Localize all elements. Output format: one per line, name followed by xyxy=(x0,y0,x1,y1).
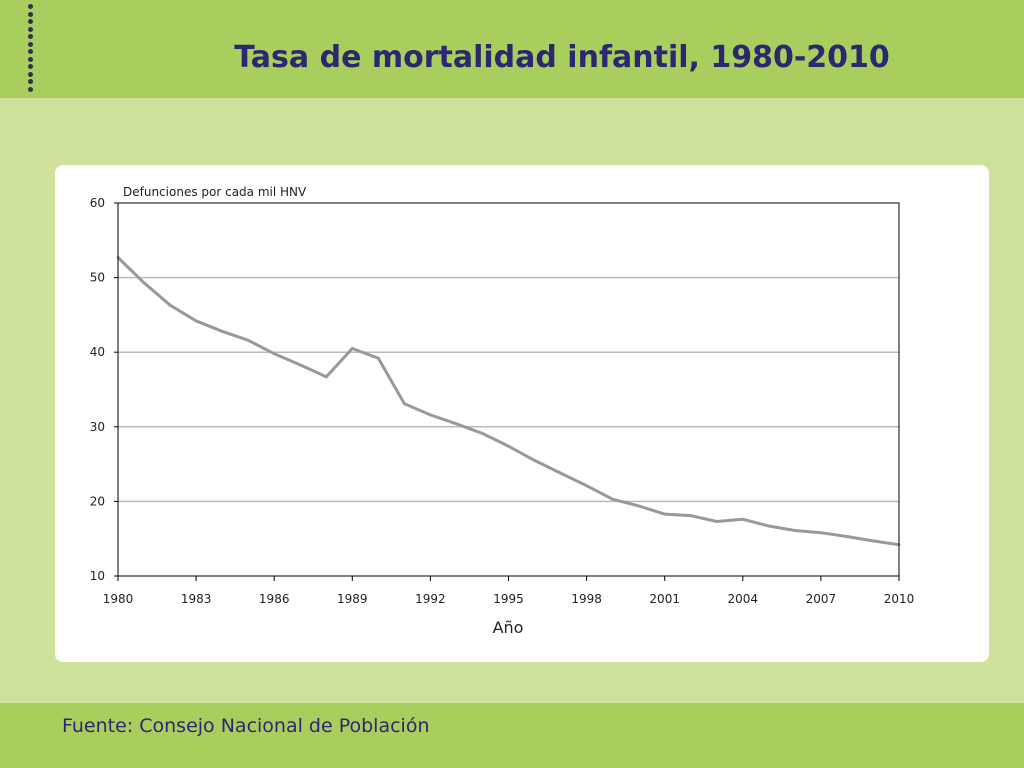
source-note: Fuente: Consejo Nacional de Población xyxy=(62,715,430,737)
data-point xyxy=(220,329,224,333)
tick-labels: 10 20 30 40 50 60 1980 1983 1986 1989 1992 1995 1998… xyxy=(90,196,915,606)
chart-panel: 10 20 30 40 50 60 1980 1983 1986 1989 1992 1995 1998… xyxy=(55,165,989,662)
data-point xyxy=(611,497,615,501)
x-tick-label: 1989 xyxy=(337,592,368,606)
data-point xyxy=(376,356,380,360)
x-tick-label: 1986 xyxy=(259,592,290,606)
data-point xyxy=(429,413,432,417)
data-point xyxy=(455,422,458,426)
data-point xyxy=(845,535,849,538)
data-point xyxy=(819,531,823,535)
data-point xyxy=(194,319,198,323)
y-tick-label: 20 xyxy=(90,494,105,508)
data-point xyxy=(689,514,693,517)
data-point xyxy=(272,352,276,356)
header-band xyxy=(0,0,1024,98)
x-tick-label: 2004 xyxy=(728,592,759,606)
data-point xyxy=(481,432,484,435)
plot-frame xyxy=(117,202,900,577)
data-point xyxy=(663,512,667,516)
footer-band xyxy=(0,703,1024,768)
x-tick-label: 1992 xyxy=(415,592,446,606)
data-point xyxy=(142,281,146,285)
data-point xyxy=(871,539,875,543)
y-tick-label: 60 xyxy=(90,196,105,210)
y-tick-label: 30 xyxy=(90,420,105,434)
data-point xyxy=(793,529,797,532)
data-point xyxy=(715,520,719,523)
data-points xyxy=(116,256,901,547)
data-point xyxy=(298,363,302,367)
line-chart: 10 20 30 40 50 60 1980 1983 1986 1989 1992 1995 1998… xyxy=(90,185,915,637)
x-tick-label: 2001 xyxy=(649,592,680,606)
y-tick-label: 50 xyxy=(90,271,105,285)
grid-lines xyxy=(118,276,899,503)
data-point xyxy=(741,517,745,521)
y-tick-label: 10 xyxy=(90,569,105,583)
y-tick-label: 40 xyxy=(90,345,105,359)
data-point xyxy=(350,347,354,350)
x-axis-label: Año xyxy=(493,618,524,637)
data-point xyxy=(533,458,536,462)
x-tick-label: 2007 xyxy=(806,592,837,606)
x-tick-label: 1983 xyxy=(181,592,212,606)
data-point xyxy=(168,303,172,307)
y-axis-label: Defunciones por cada mil HNV xyxy=(123,185,307,199)
data-point xyxy=(559,471,562,475)
x-tick-label: 2010 xyxy=(884,592,915,606)
x-tick-label: 1998 xyxy=(571,592,602,606)
x-tick-label: 1980 xyxy=(103,592,134,606)
data-point xyxy=(246,338,250,342)
data-point xyxy=(324,375,328,379)
data-point xyxy=(767,524,771,528)
data-point xyxy=(585,484,588,488)
data-point xyxy=(507,444,510,448)
decorative-dots xyxy=(26,4,34,92)
data-point xyxy=(637,504,641,508)
data-point xyxy=(402,402,406,406)
x-tick-label: 1995 xyxy=(493,592,524,606)
slide-title: Tasa de mortalidad infantil, 1980-2010 xyxy=(234,40,890,75)
